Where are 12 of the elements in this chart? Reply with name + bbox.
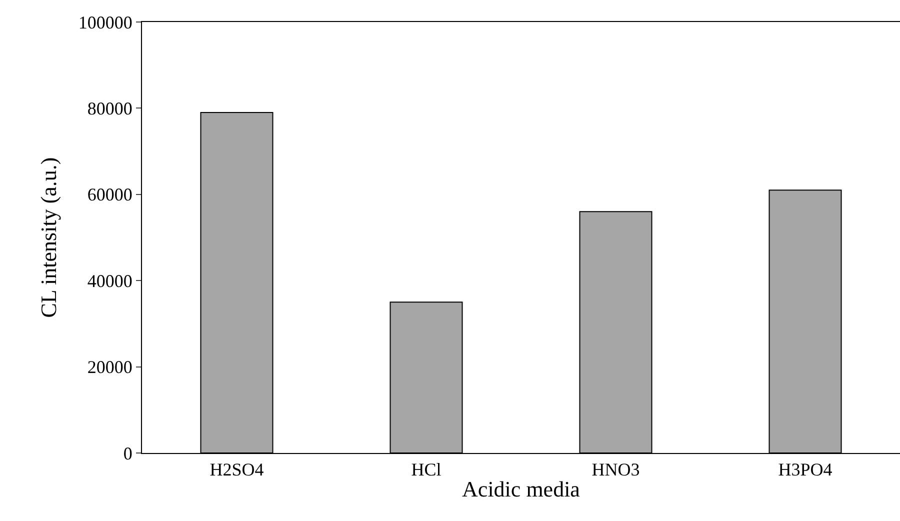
x-tick-label: HNO3 [592, 460, 640, 480]
y-tick-label: 100000 [78, 12, 132, 32]
x-tick-label: H3PO4 [778, 460, 832, 480]
y-tick-label: 0 [123, 443, 132, 464]
x-axis-title: Acidic media [462, 476, 580, 502]
y-tick-label: 20000 [87, 357, 132, 378]
y-tick-label: 80000 [87, 98, 132, 118]
y-tick-label: 60000 [87, 184, 132, 205]
y-tick-label: 40000 [87, 270, 132, 291]
y-axis-title: CL intensity (a.u.) [36, 157, 62, 318]
x-tick-label: H2SO4 [210, 460, 264, 480]
x-tick-label: HCl [411, 460, 442, 480]
